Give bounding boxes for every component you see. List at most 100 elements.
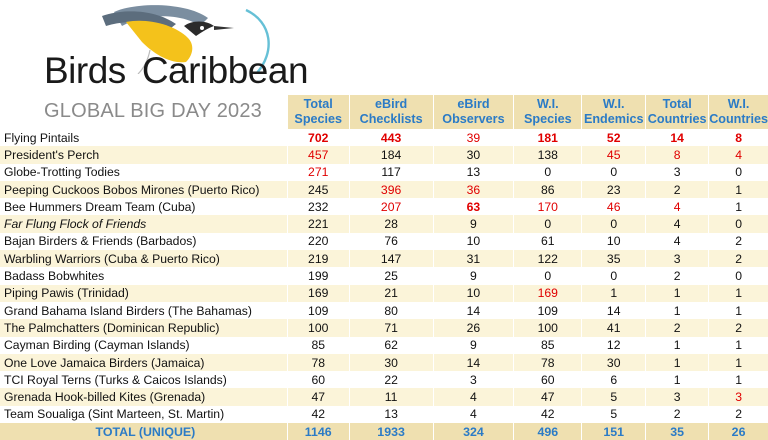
column-header: eBird Checklists (348, 95, 434, 129)
stat-cell: 122 (513, 250, 582, 268)
table-row: Grand Bahama Island Birders (The Bahamas… (0, 301, 768, 320)
team-name: Globe-Trotting Todies (0, 163, 288, 181)
stat-cell: 30 (581, 353, 646, 372)
column-header-line: Total (303, 97, 333, 111)
stat-cell: 4 (432, 388, 514, 406)
results-table: Total Species eBird Checklists eBird Observer… (0, 95, 768, 440)
stat-cell: 14 (432, 353, 514, 372)
total-cell: 151 (581, 423, 646, 440)
team-name: Warbling Warriors (Cuba & Puerto Rico) (0, 250, 288, 268)
stat-cell: 0 (708, 267, 768, 285)
column-header-line: Endemics (583, 112, 644, 126)
team-name: Team Soualiga (Sint Marteen, St. Martin) (0, 405, 288, 424)
table-row: Globe-Trotting Todies 271 117 13 0 0 3 0 (0, 163, 768, 181)
stat-cell: 221 (286, 215, 350, 233)
brand-word-birds: Birds (44, 50, 126, 91)
stat-cell: 52 (581, 129, 646, 147)
stat-cell: 1 (645, 353, 709, 372)
team-name: Peeping Cuckoos Bobos Mirones (Puerto Ri… (0, 180, 288, 199)
bird-logo-icon (102, 5, 270, 74)
table-row: Bajan Birders & Friends (Barbados) 220 76 1… (0, 232, 768, 251)
column-header-line: eBird (457, 97, 490, 111)
stat-cell: 220 (286, 232, 350, 251)
stat-cell: 22 (348, 371, 434, 389)
table-row: Badass Bobwhites 199 25 9 0 0 2 0 (0, 267, 768, 285)
table-row: Piping Pawis (Trinidad) 169 21 10 169 1 1 1 (0, 284, 768, 302)
total-cell: 26 (708, 423, 768, 440)
table-row: Far Flung Flock of Friends 221 28 9 0 0 4 0 (0, 215, 768, 233)
total-row: TOTAL (UNIQUE) 1146 1933 324 496 151 35 26 (0, 423, 768, 440)
total-cell: 496 (513, 423, 582, 440)
stat-cell: 42 (286, 405, 350, 424)
team-name: Cayman Birding (Cayman Islands) (0, 336, 288, 354)
stat-cell: 76 (348, 232, 434, 251)
stat-cell: 1 (645, 336, 709, 354)
table-row: The Palmchatters (Dominican Republic) 100… (0, 319, 768, 337)
stat-cell: 86 (513, 180, 582, 199)
stat-cell: 2 (708, 319, 768, 337)
stat-cell: 47 (513, 388, 582, 406)
stat-cell: 4 (645, 232, 709, 251)
stat-cell: 1 (708, 371, 768, 389)
stat-cell: 245 (286, 180, 350, 199)
stat-cell: 5 (581, 405, 646, 424)
stat-cell: 21 (348, 284, 434, 302)
stat-cell: 702 (286, 129, 350, 147)
team-name: Grand Bahama Island Birders (The Bahamas… (0, 301, 288, 320)
stat-cell: 4 (645, 215, 709, 233)
team-name: Piping Pawis (Trinidad) (0, 284, 288, 302)
stat-cell: 39 (432, 129, 514, 147)
stat-cell: 2 (708, 232, 768, 251)
stat-cell: 1 (708, 336, 768, 354)
stat-cell: 35 (581, 250, 646, 268)
column-header-line: W.I. (602, 97, 625, 111)
table-row: Team Soualiga (Sint Marteen, St. Martin)… (0, 405, 768, 424)
stat-cell: 2 (708, 405, 768, 424)
stat-cell: 14 (581, 301, 646, 320)
stat-cell: 9 (432, 215, 514, 233)
stat-cell: 2 (645, 267, 709, 285)
stat-cell: 100 (286, 319, 350, 337)
stat-cell: 1 (708, 180, 768, 199)
team-name: TCI Royal Terns (Turks & Caicos Islands) (0, 371, 288, 389)
brand-word-caribbean: Caribbean (141, 50, 309, 91)
stat-cell: 61 (513, 232, 582, 251)
total-label: TOTAL (UNIQUE) (0, 423, 288, 440)
team-name: One Love Jamaica Birders (Jamaica) (0, 353, 288, 372)
stat-cell: 42 (513, 405, 582, 424)
stat-cell: 25 (348, 267, 434, 285)
stat-cell: 109 (286, 301, 350, 320)
stat-cell: 71 (348, 319, 434, 337)
table-row: TCI Royal Terns (Turks & Caicos Islands)… (0, 371, 768, 389)
stat-cell: 1 (708, 198, 768, 216)
column-header: Total Species (286, 95, 350, 129)
team-name: Flying Pintails (0, 129, 288, 147)
column-header-line: W.I. (727, 97, 750, 111)
header-blank (0, 95, 287, 129)
stat-cell: 31 (432, 250, 514, 268)
stat-cell: 85 (286, 336, 350, 354)
stat-cell: 13 (348, 405, 434, 424)
stat-cell: 0 (708, 215, 768, 233)
column-header-line: Total (662, 97, 692, 111)
stat-cell: 46 (581, 198, 646, 216)
table-row: Grenada Hook-billed Kites (Grenada) 47 11 4… (0, 388, 768, 406)
column-header-line: Species (523, 112, 572, 126)
stat-cell: 443 (348, 129, 434, 147)
team-name: Bajan Birders & Friends (Barbados) (0, 232, 288, 251)
birdscaribbean-logo: Birds Caribbean (40, 4, 309, 96)
stat-cell: 9 (432, 336, 514, 354)
column-header: eBird Observers (432, 95, 514, 129)
stat-cell: 41 (581, 319, 646, 337)
column-header-line: Countries (647, 112, 707, 126)
stat-cell: 63 (432, 198, 514, 216)
stat-cell: 0 (513, 215, 582, 233)
stat-cell: 23 (581, 180, 646, 199)
stat-cell: 10 (432, 232, 514, 251)
stat-cell: 14 (432, 301, 514, 320)
column-header-line: Checklists (359, 112, 423, 126)
stat-cell: 30 (348, 353, 434, 372)
stat-cell: 170 (513, 198, 582, 216)
stat-cell: 3 (708, 388, 768, 406)
table-row: One Love Jamaica Birders (Jamaica) 78 30 14… (0, 353, 768, 372)
